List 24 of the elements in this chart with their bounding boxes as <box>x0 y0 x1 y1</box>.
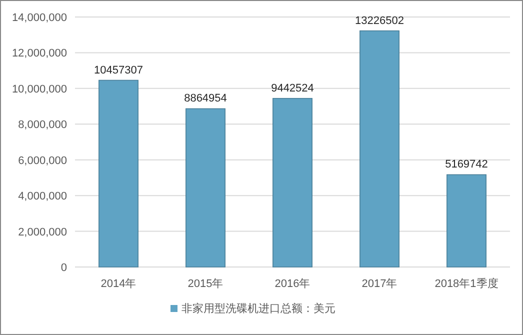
bar <box>360 30 400 268</box>
y-tick-label: 4,000,000 <box>18 190 67 203</box>
x-tick-label: 2016年 <box>274 278 310 290</box>
bar <box>446 174 486 268</box>
y-tick-label: 14,000,000 <box>12 12 67 24</box>
bar <box>272 98 312 268</box>
x-tick-label: 2014年 <box>100 278 136 290</box>
bar <box>98 80 138 268</box>
y-tick-label: 6,000,000 <box>18 154 67 167</box>
y-tick-label: 12,000,000 <box>12 48 67 60</box>
data-label: 13226502 <box>355 14 404 27</box>
y-tick-label: 0 <box>60 262 67 274</box>
data-label: 9442524 <box>271 82 314 94</box>
data-label: 5169742 <box>445 158 488 171</box>
bar <box>186 108 226 268</box>
y-tick-label: 8,000,000 <box>18 119 67 132</box>
y-tick-label: 2,000,000 <box>18 226 67 238</box>
x-tick-label: 2015年 <box>188 278 224 290</box>
x-tick-label: 2018年1季度 <box>434 277 498 290</box>
legend-label: 非家用型洗碟机进口总额：美元 <box>182 302 336 315</box>
data-label: 8864954 <box>184 92 227 105</box>
data-label: 10457307 <box>94 64 143 76</box>
y-tick-label: 10,000,000 <box>12 83 67 96</box>
x-tick-label: 2017年 <box>362 278 398 290</box>
